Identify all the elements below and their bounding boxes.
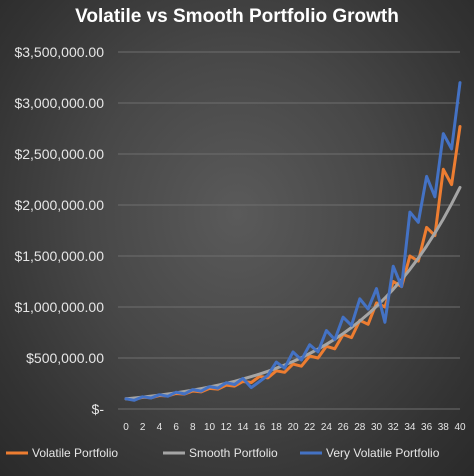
y-tick-label: $3,000,000.00 bbox=[14, 95, 104, 111]
x-tick-label: 30 bbox=[371, 422, 383, 433]
series-line-3 bbox=[124, 81, 462, 402]
x-tick-label: 0 bbox=[123, 422, 129, 433]
x-tick-label: 26 bbox=[338, 422, 350, 433]
x-tick-label: 2 bbox=[140, 422, 146, 433]
y-tick-label: $- bbox=[92, 401, 105, 417]
x-tick-label: 28 bbox=[354, 422, 366, 433]
chart-title: Volatile vs Smooth Portfolio Growth bbox=[75, 6, 399, 27]
x-tick-label: 8 bbox=[190, 422, 196, 433]
y-tick-label: $500,000.00 bbox=[26, 350, 104, 366]
x-tick-label: 12 bbox=[221, 422, 233, 433]
y-tick-label: $2,000,000.00 bbox=[14, 197, 104, 213]
x-tick-label: 24 bbox=[321, 422, 333, 433]
x-tick-label: 6 bbox=[173, 422, 179, 433]
x-tick-label: 40 bbox=[454, 422, 466, 433]
y-tick-label: $2,500,000.00 bbox=[14, 146, 104, 162]
x-axis-ticks: 0 2 4 6 8 10 12 14 16 18 20 22 24 26 28 30 32 34 36 38 40 bbox=[123, 422, 466, 433]
x-tick-label: 14 bbox=[237, 422, 249, 433]
legend-label: Smooth Portfolio bbox=[189, 446, 278, 460]
x-tick-label: 36 bbox=[421, 422, 433, 433]
x-tick-label: 38 bbox=[438, 422, 450, 433]
y-axis-ticks: $- $500,000.00 $1,000,000.00 $1,500,000.00 $… bbox=[14, 44, 104, 417]
series-lines bbox=[124, 81, 462, 402]
legend-label: Very Volatile Portfolio bbox=[326, 446, 440, 460]
x-tick-label: 34 bbox=[404, 422, 416, 433]
x-tick-label: 10 bbox=[204, 422, 216, 433]
legend-label: Volatile Portfolio bbox=[32, 446, 118, 460]
x-tick-label: 16 bbox=[254, 422, 266, 433]
x-tick-label: 18 bbox=[271, 422, 283, 433]
x-tick-label: 32 bbox=[388, 422, 400, 433]
y-tick-label: $1,500,000.00 bbox=[14, 248, 104, 264]
x-tick-label: 22 bbox=[304, 422, 316, 433]
x-tick-label: 20 bbox=[287, 422, 299, 433]
y-tick-label: $3,500,000.00 bbox=[14, 44, 104, 60]
x-tick-label: 4 bbox=[157, 422, 163, 433]
y-tick-label: $1,000,000.00 bbox=[14, 299, 104, 315]
legend: Volatile Portfolio Smooth Portfolio Very V… bbox=[6, 446, 440, 460]
